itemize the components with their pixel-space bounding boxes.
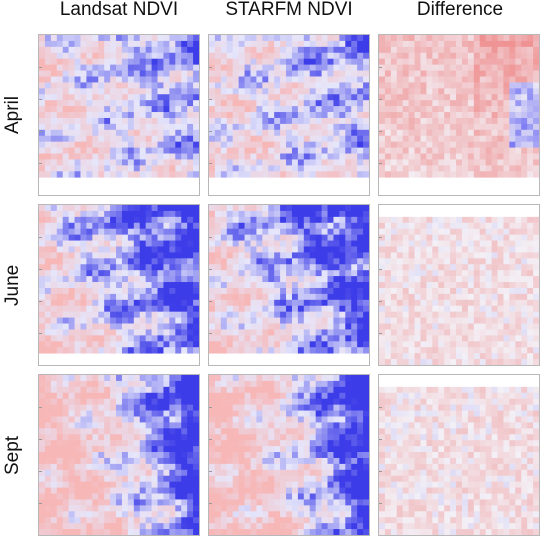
axis-tick [209,131,212,132]
row-label-sept: Sept [2,435,23,475]
map-panel-april-difference [378,34,540,196]
axis-tick [39,269,42,270]
map-panel-june-landsat [38,204,200,366]
axis-tick [379,407,382,408]
map-panel-sept-difference [378,374,540,536]
axis-tick [209,269,212,270]
map-panel-april-landsat [38,34,200,196]
raster-image [39,375,199,535]
raster-image [39,35,199,178]
map-panel-sept-landsat [38,374,200,536]
axis-tick [39,163,42,164]
axis-tick [379,333,382,334]
axis-tick [39,503,42,504]
axis-tick [39,407,42,408]
axis-tick [379,67,382,68]
map-panel-april-starfm [208,34,370,196]
map-panel-june-difference [378,204,540,366]
column-title-difference: Difference [416,0,504,20]
axis-tick [379,99,382,100]
axis-tick [209,333,212,334]
raster-image [379,35,539,178]
raster-image [379,386,539,535]
axis-tick [379,131,382,132]
axis-tick [39,439,42,440]
raster-image [379,216,539,365]
axis-tick [209,407,212,408]
axis-tick [209,503,212,504]
axis-tick [39,131,42,132]
row-label-april: April [2,96,23,135]
axis-tick [209,471,212,472]
axis-tick [379,301,382,302]
raster-image [39,205,199,354]
axis-tick [379,269,382,270]
map-panel-june-starfm [208,204,370,366]
axis-tick [39,333,42,334]
axis-tick [39,301,42,302]
axis-tick [209,237,212,238]
axis-tick [39,99,42,100]
row-label-june: June [2,264,23,306]
axis-tick [209,301,212,302]
raster-image [209,205,369,354]
raster-image [209,35,369,178]
raster-image [209,375,369,535]
column-title-starfm-ndvi: STARFM NDVI [225,0,353,20]
axis-tick [379,503,382,504]
axis-tick [379,237,382,238]
axis-tick [39,67,42,68]
axis-tick [379,471,382,472]
axis-tick [379,163,382,164]
axis-tick [39,237,42,238]
axis-tick [209,67,212,68]
axis-tick [209,163,212,164]
axis-tick [209,439,212,440]
axis-tick [209,99,212,100]
axis-tick [379,439,382,440]
axis-tick [39,471,42,472]
column-title-landsat-ndvi: Landsat NDVI [59,0,179,20]
map-panel-sept-starfm [208,374,370,536]
